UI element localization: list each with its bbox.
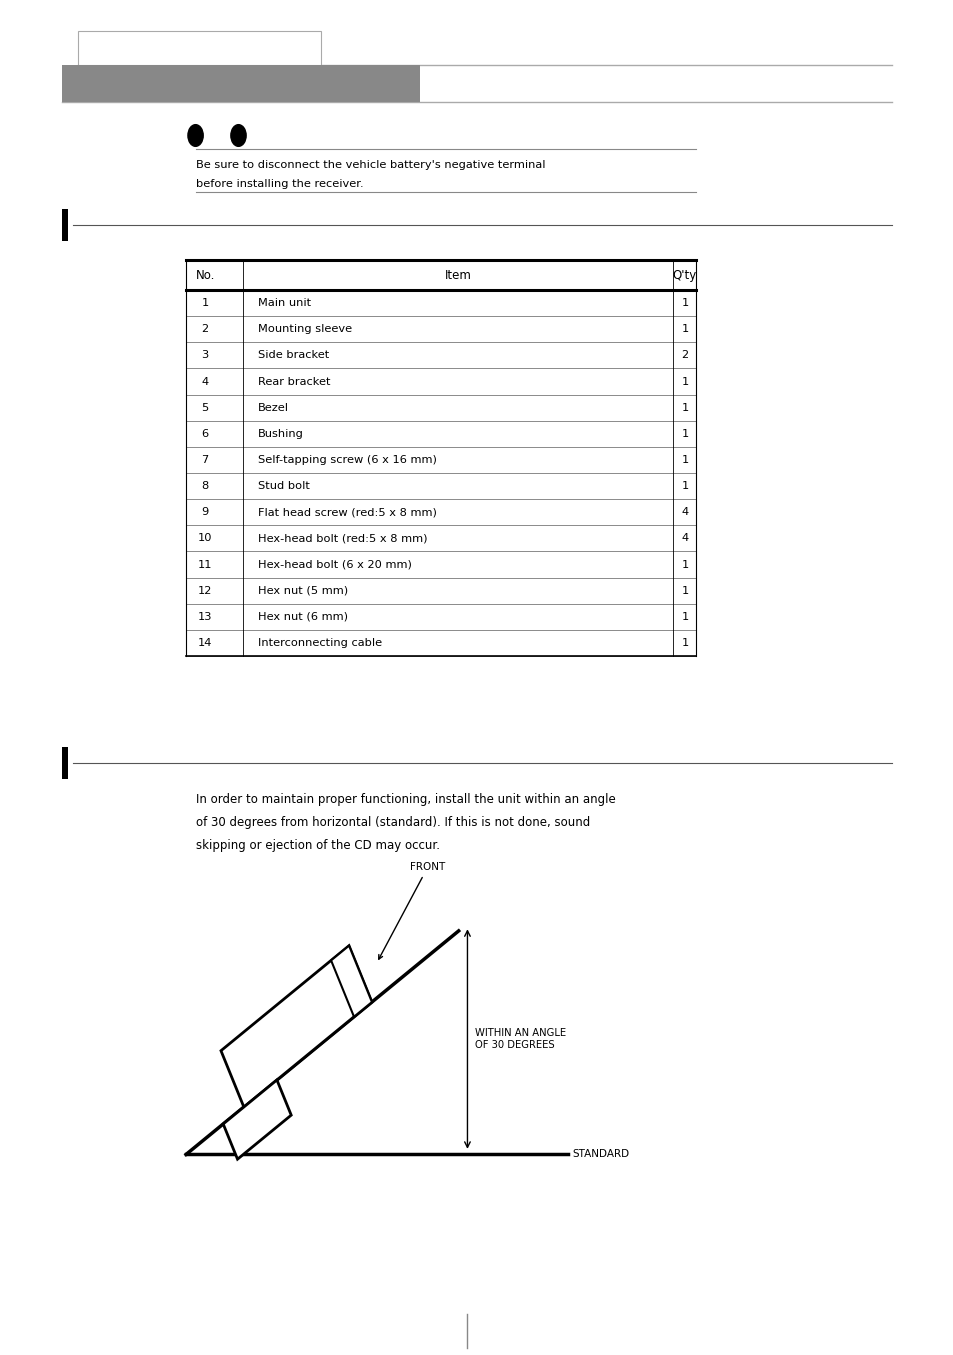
Text: Be sure to disconnect the vehicle battery's negative terminal: Be sure to disconnect the vehicle batter… [195, 160, 544, 169]
Text: In order to maintain proper functioning, install the unit within an angle: In order to maintain proper functioning,… [195, 793, 615, 806]
Text: Q'ty: Q'ty [672, 268, 697, 282]
Text: 1: 1 [680, 585, 688, 596]
Text: 1: 1 [680, 377, 688, 386]
Text: Item: Item [444, 268, 471, 282]
Text: STANDARD: STANDARD [572, 1149, 629, 1160]
Text: Interconnecting cable: Interconnecting cable [257, 638, 381, 648]
Text: 4: 4 [680, 507, 688, 518]
Circle shape [188, 125, 203, 146]
Text: 1: 1 [680, 455, 688, 465]
Text: 4: 4 [680, 534, 688, 543]
Text: Hex nut (5 mm): Hex nut (5 mm) [257, 585, 347, 596]
Text: WITHIN AN ANGLE
OF 30 DEGREES: WITHIN AN ANGLE OF 30 DEGREES [475, 1028, 566, 1050]
Text: Bezel: Bezel [257, 402, 288, 413]
Text: 1: 1 [680, 560, 688, 569]
Polygon shape [221, 946, 372, 1107]
Text: 1: 1 [680, 612, 688, 622]
Text: 3: 3 [201, 351, 209, 360]
Bar [62, 209, 68, 241]
Text: 5: 5 [201, 402, 209, 413]
Text: Flat head screw (red:5 x 8 mm): Flat head screw (red:5 x 8 mm) [257, 507, 436, 518]
Text: Side bracket: Side bracket [257, 351, 329, 360]
Bar [78, 31, 321, 65]
Text: 1: 1 [680, 428, 688, 439]
Text: 1: 1 [680, 638, 688, 648]
Text: Bushing: Bushing [257, 428, 303, 439]
Text: 1: 1 [680, 298, 688, 308]
Bar [62, 747, 68, 779]
Bar [62, 65, 419, 102]
Text: 1: 1 [680, 324, 688, 335]
Text: 13: 13 [197, 612, 213, 622]
Text: Rear bracket: Rear bracket [257, 377, 330, 386]
Text: Main unit: Main unit [257, 298, 311, 308]
Text: Hex-head bolt (6 x 20 mm): Hex-head bolt (6 x 20 mm) [257, 560, 411, 569]
Text: skipping or ejection of the CD may occur.: skipping or ejection of the CD may occur… [195, 839, 439, 852]
Text: 8: 8 [201, 481, 209, 491]
Text: 1: 1 [680, 481, 688, 491]
Text: 11: 11 [197, 560, 213, 569]
Circle shape [231, 125, 246, 146]
Text: 9: 9 [201, 507, 209, 518]
Text: before installing the receiver.: before installing the receiver. [195, 179, 363, 188]
Text: 2: 2 [680, 351, 688, 360]
Text: 12: 12 [197, 585, 213, 596]
Text: 2: 2 [201, 324, 209, 335]
Text: of 30 degrees from horizontal (standard). If this is not done, sound: of 30 degrees from horizontal (standard)… [195, 816, 589, 829]
Text: 6: 6 [201, 428, 209, 439]
Text: No.: No. [195, 268, 214, 282]
Text: 7: 7 [201, 455, 209, 465]
Polygon shape [223, 1080, 291, 1159]
Text: 10: 10 [197, 534, 213, 543]
Text: FRONT: FRONT [378, 862, 445, 959]
Text: Mounting sleeve: Mounting sleeve [257, 324, 352, 335]
Text: Hex nut (6 mm): Hex nut (6 mm) [257, 612, 347, 622]
Text: Stud bolt: Stud bolt [257, 481, 309, 491]
Text: 1: 1 [201, 298, 209, 308]
Polygon shape [331, 946, 372, 1016]
Text: Self-tapping screw (6 x 16 mm): Self-tapping screw (6 x 16 mm) [257, 455, 436, 465]
Text: 4: 4 [201, 377, 209, 386]
Text: Hex-head bolt (red:5 x 8 mm): Hex-head bolt (red:5 x 8 mm) [257, 534, 427, 543]
Text: 1: 1 [680, 402, 688, 413]
Text: 14: 14 [197, 638, 213, 648]
